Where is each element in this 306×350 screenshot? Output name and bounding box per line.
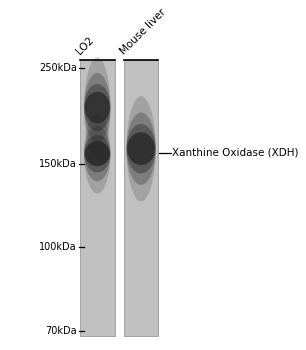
Ellipse shape xyxy=(84,114,110,194)
Ellipse shape xyxy=(126,96,156,201)
Ellipse shape xyxy=(84,126,110,181)
Text: 150kDa: 150kDa xyxy=(39,159,77,168)
Ellipse shape xyxy=(127,132,155,165)
Text: LO2: LO2 xyxy=(74,35,95,57)
Ellipse shape xyxy=(84,73,110,142)
Ellipse shape xyxy=(85,92,110,124)
Ellipse shape xyxy=(126,124,156,173)
Bar xyxy=(124,60,159,336)
Ellipse shape xyxy=(85,141,110,166)
Text: Xanthine Oxidase (XDH): Xanthine Oxidase (XDH) xyxy=(172,148,298,158)
Ellipse shape xyxy=(84,57,110,158)
Ellipse shape xyxy=(84,135,110,173)
Bar xyxy=(80,60,115,336)
Text: 100kDa: 100kDa xyxy=(39,242,77,252)
Text: Mouse liver: Mouse liver xyxy=(118,7,167,57)
Text: 70kDa: 70kDa xyxy=(45,326,77,336)
Ellipse shape xyxy=(84,84,110,131)
Text: 250kDa: 250kDa xyxy=(39,63,77,73)
Ellipse shape xyxy=(126,113,156,185)
